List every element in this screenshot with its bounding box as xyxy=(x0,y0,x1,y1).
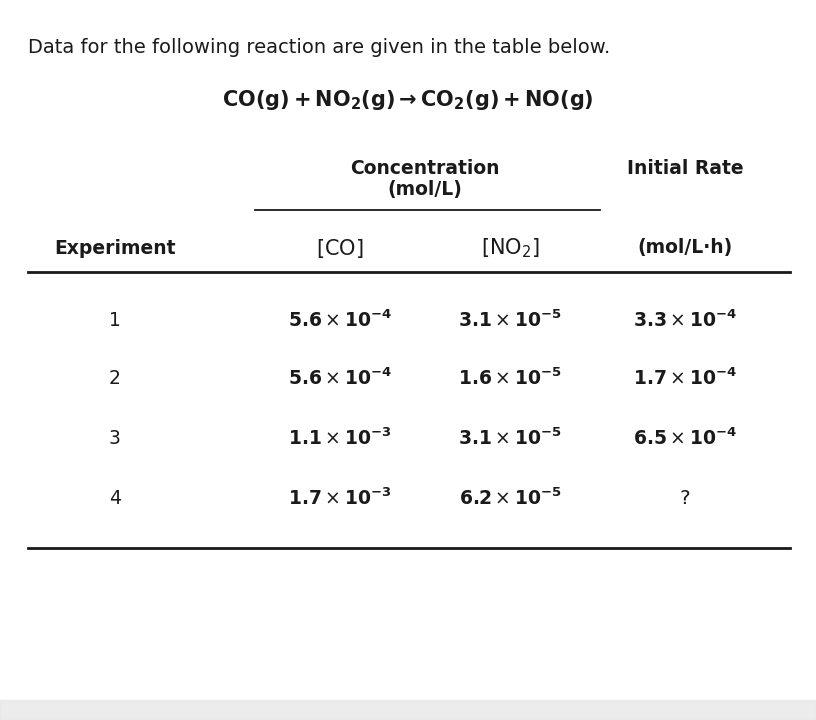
Text: Initial Rate: Initial Rate xyxy=(627,158,743,178)
Text: $\mathbf{1.7} \times \mathbf{10^{-3}}$: $\mathbf{1.7} \times \mathbf{10^{-3}}$ xyxy=(288,487,392,509)
Text: $\mathbf{1.1} \times \mathbf{10^{-3}}$: $\mathbf{1.1} \times \mathbf{10^{-3}}$ xyxy=(288,427,392,449)
Text: (mol/L·h): (mol/L·h) xyxy=(637,238,733,258)
Text: 4: 4 xyxy=(109,488,121,508)
Text: $\mathbf{6.5} \times \mathbf{10^{-4}}$: $\mathbf{6.5} \times \mathbf{10^{-4}}$ xyxy=(633,427,737,449)
Text: $\mathbf{5.6} \times \mathbf{10^{-4}}$: $\mathbf{5.6} \times \mathbf{10^{-4}}$ xyxy=(288,367,392,389)
Text: 1: 1 xyxy=(109,310,121,330)
Bar xyxy=(0,700,816,720)
Text: Experiment: Experiment xyxy=(54,238,175,258)
Text: 2: 2 xyxy=(109,369,121,387)
Text: $\mathbf{3.1} \times \mathbf{10^{-5}}$: $\mathbf{3.1} \times \mathbf{10^{-5}}$ xyxy=(458,310,562,330)
Text: $\mathbf{1.6} \times \mathbf{10^{-5}}$: $\mathbf{1.6} \times \mathbf{10^{-5}}$ xyxy=(458,367,562,389)
Text: $\mathbf{5.6} \times \mathbf{10^{-4}}$: $\mathbf{5.6} \times \mathbf{10^{-4}}$ xyxy=(288,310,392,330)
Text: $\mathbf{3.3} \times \mathbf{10^{-4}}$: $\mathbf{3.3} \times \mathbf{10^{-4}}$ xyxy=(633,310,737,330)
Text: $\mathbf{1.7} \times \mathbf{10^{-4}}$: $\mathbf{1.7} \times \mathbf{10^{-4}}$ xyxy=(633,367,737,389)
Text: 3: 3 xyxy=(109,428,121,448)
Text: $[\mathrm{CO}]$: $[\mathrm{CO}]$ xyxy=(317,236,364,259)
Text: Data for the following reaction are given in the table below.: Data for the following reaction are give… xyxy=(28,38,610,57)
Text: $\mathbf{3.1} \times \mathbf{10^{-5}}$: $\mathbf{3.1} \times \mathbf{10^{-5}}$ xyxy=(458,427,562,449)
Text: (mol/L): (mol/L) xyxy=(388,181,463,199)
Text: $[\mathrm{NO_2}]$: $[\mathrm{NO_2}]$ xyxy=(481,236,539,260)
Text: Concentration: Concentration xyxy=(350,158,499,178)
Text: $\mathbf{CO(g) + NO_2(g) \rightarrow CO_2(g) + NO(g)}$: $\mathbf{CO(g) + NO_2(g) \rightarrow CO_… xyxy=(222,88,594,112)
Text: ?: ? xyxy=(680,488,690,508)
Text: $\mathbf{6.2} \times \mathbf{10^{-5}}$: $\mathbf{6.2} \times \mathbf{10^{-5}}$ xyxy=(459,487,561,509)
